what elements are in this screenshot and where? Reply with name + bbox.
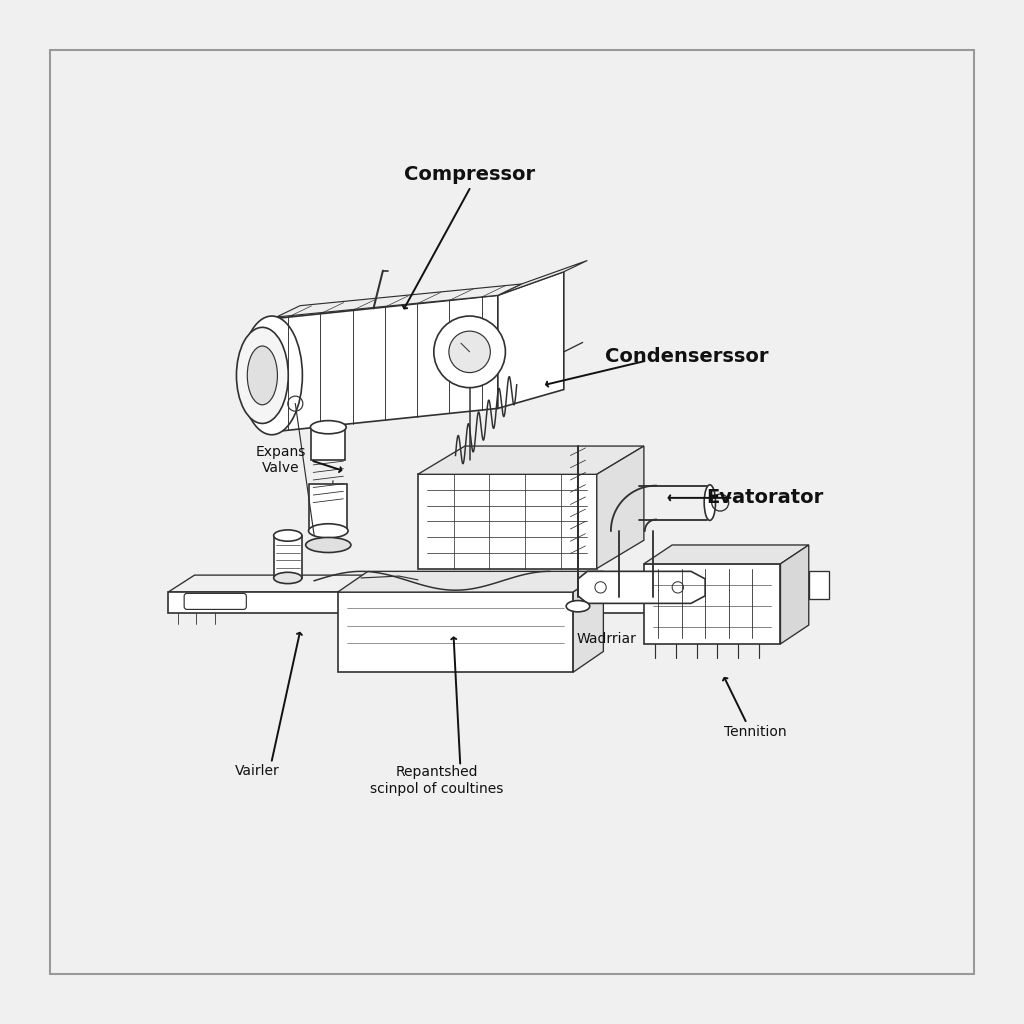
- Polygon shape: [168, 592, 715, 612]
- Polygon shape: [780, 545, 809, 644]
- Polygon shape: [573, 571, 603, 672]
- Circle shape: [449, 331, 490, 373]
- Ellipse shape: [310, 421, 346, 434]
- Polygon shape: [338, 592, 573, 672]
- Ellipse shape: [308, 523, 348, 538]
- Ellipse shape: [705, 484, 716, 520]
- Text: Wadrriar: Wadrriar: [577, 632, 636, 646]
- Polygon shape: [498, 271, 564, 409]
- Text: Vairler: Vairler: [236, 764, 280, 778]
- Text: Condenserssor: Condenserssor: [604, 347, 768, 366]
- Text: Evatorator: Evatorator: [706, 488, 823, 507]
- Ellipse shape: [273, 572, 302, 584]
- Ellipse shape: [247, 346, 278, 404]
- Polygon shape: [715, 575, 741, 612]
- Polygon shape: [597, 446, 644, 568]
- Ellipse shape: [273, 529, 302, 542]
- Ellipse shape: [306, 538, 351, 553]
- Text: Expans
Valve: Expans Valve: [256, 445, 306, 475]
- Polygon shape: [273, 536, 302, 578]
- Polygon shape: [644, 564, 780, 644]
- Ellipse shape: [237, 328, 289, 424]
- Polygon shape: [809, 571, 829, 599]
- Polygon shape: [276, 284, 521, 317]
- Polygon shape: [271, 295, 498, 432]
- Polygon shape: [418, 474, 597, 568]
- Polygon shape: [498, 260, 588, 295]
- Circle shape: [434, 316, 506, 388]
- Polygon shape: [311, 427, 345, 460]
- Polygon shape: [168, 575, 741, 592]
- Ellipse shape: [242, 316, 302, 435]
- Polygon shape: [309, 483, 347, 530]
- Polygon shape: [418, 446, 644, 474]
- Text: Repantshed
scinpol of coultines: Repantshed scinpol of coultines: [370, 765, 504, 796]
- Polygon shape: [644, 545, 809, 564]
- Polygon shape: [338, 571, 603, 592]
- Polygon shape: [578, 571, 706, 603]
- Ellipse shape: [566, 600, 590, 612]
- Text: Tennition: Tennition: [724, 725, 786, 738]
- Text: Compressor: Compressor: [404, 165, 536, 184]
